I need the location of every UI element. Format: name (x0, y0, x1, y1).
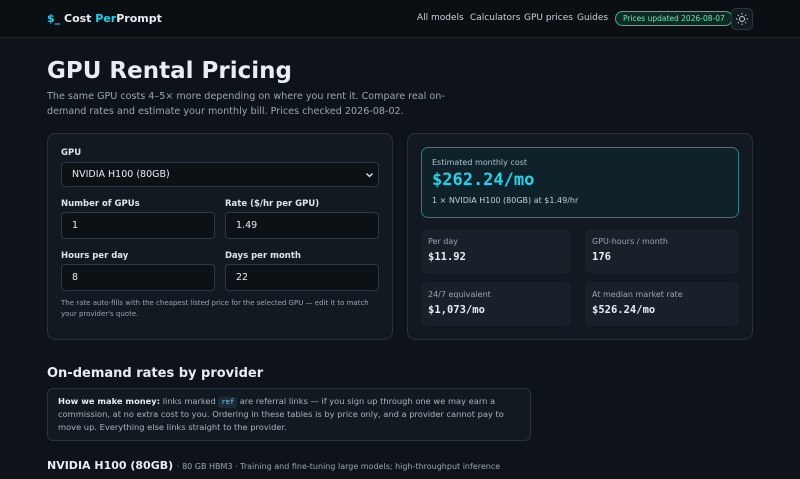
page-title: GPU Rental Pricing (47, 58, 292, 84)
number-input[interactable]: 1.49 (225, 212, 379, 239)
stat-value: 176 (592, 251, 611, 263)
stat-box: GPU-hours / month 176 (585, 229, 739, 273)
logo-prefix: $_ (47, 12, 61, 25)
gpu-description: · 80 GB HBM3 · Training and fine-tuning … (177, 462, 501, 471)
stat-value: $11.92 (428, 251, 466, 263)
disclosure-text: are referral links — if you sign up thro… (58, 396, 504, 432)
disclosure-box: How we make money: links marked ref are … (47, 388, 531, 441)
field-label: GPU (61, 148, 82, 158)
result-detail: 1 × NVIDIA H100 (80GB) at $1.49/hr (432, 196, 579, 205)
stat-value: $1,073/mo (428, 304, 485, 316)
logo[interactable]: $_ Cost PerPrompt (47, 12, 162, 25)
stat-label: 24/7 equivalent (428, 290, 491, 299)
logo-word: Cost (64, 12, 92, 25)
theme-toggle[interactable] (731, 8, 753, 30)
stat-box: Per day $11.92 (421, 229, 571, 273)
field-label: Rate ($/hr per GPU) (225, 199, 320, 209)
chevron (366, 173, 373, 178)
disclosure-text: links marked (162, 396, 216, 406)
nav-link[interactable]: Calculators (470, 13, 521, 23)
logo-word: Prompt (116, 12, 162, 25)
nav-link[interactable]: All models (417, 13, 464, 23)
ref-tag: ref (218, 397, 238, 408)
number-input[interactable]: 22 (225, 264, 379, 291)
select-value: NVIDIA H100 (80GB) (72, 169, 170, 180)
disclosure-lead: How we make money: (58, 396, 161, 406)
result-value: $262.24/mo (432, 170, 535, 190)
stat-value: $526.24/mo (592, 304, 656, 316)
gpu-name: NVIDIA H100 (80GB) (47, 459, 174, 472)
field-label: Days per month (225, 251, 301, 261)
logo-word: Per (95, 12, 117, 25)
stat-box: 24/7 equivalent $1,073/mo (421, 282, 571, 326)
field-label: Hours per day (61, 251, 129, 261)
gpu-select[interactable]: NVIDIA H100 (80GB) (61, 162, 379, 187)
updated-badge: Prices updated 2026-08-07 (615, 11, 733, 26)
number-input[interactable]: 8 (61, 264, 215, 291)
nav-link[interactable]: GPU prices (524, 13, 573, 23)
page-subtitle: The same GPU costs 4–5× more depending o… (47, 91, 445, 117)
field-label: Number of GPUs (61, 199, 140, 209)
number-input[interactable]: 1 (61, 212, 215, 239)
result-label: Estimated monthly cost (432, 158, 528, 167)
nav-link[interactable]: Guides (577, 13, 609, 23)
form-note: The rate auto-fills with the cheapest li… (61, 299, 369, 318)
section-title: On-demand rates by provider (47, 366, 264, 381)
stat-label: GPU-hours / month (592, 237, 669, 246)
stat-label: At median market rate (592, 290, 683, 299)
nav-bar: $_ Cost PerPrompt All models Calculators… (0, 0, 800, 38)
sun-icon (736, 13, 748, 25)
stat-box: At median market rate $526.24/mo (585, 282, 739, 326)
result-box: Estimated monthly cost $262.24/mo 1 × NV… (421, 147, 739, 218)
gpu-heading: NVIDIA H100 (80GB) · 80 GB HBM3 · Traini… (47, 459, 500, 472)
stat-label: Per day (428, 237, 459, 246)
